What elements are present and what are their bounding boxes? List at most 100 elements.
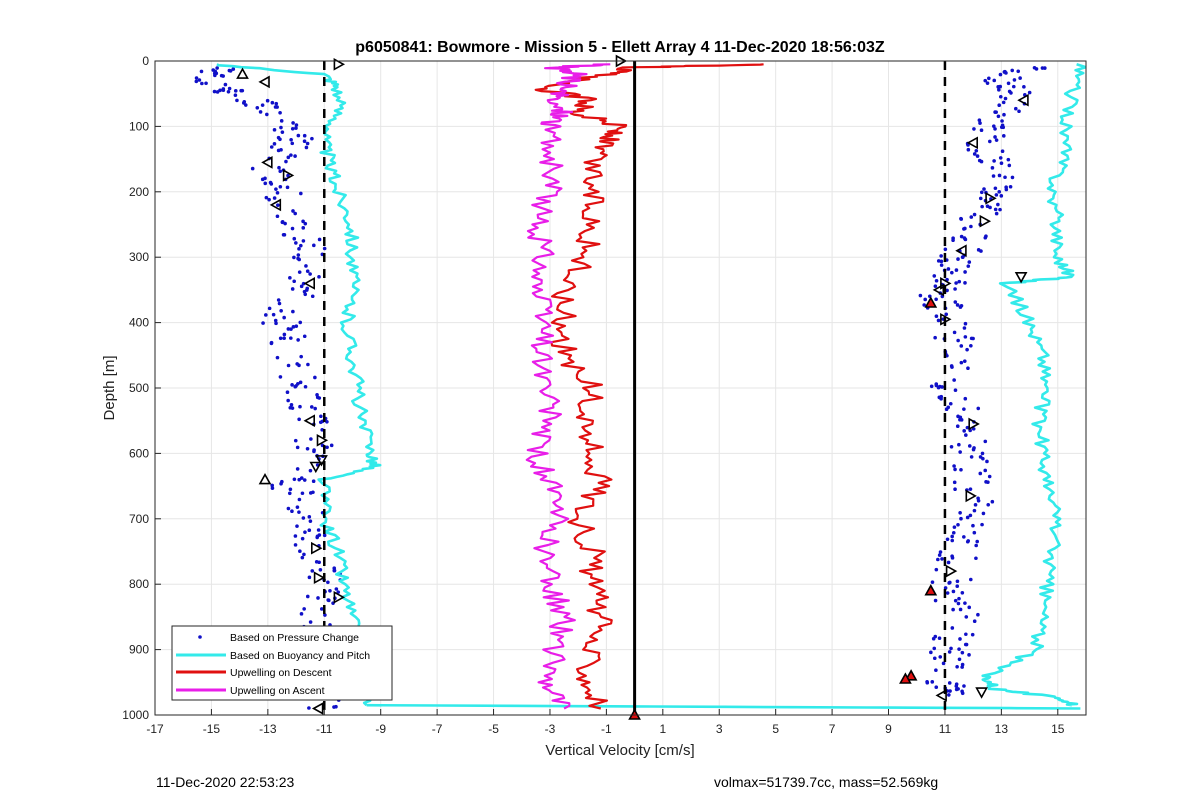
pressure-point bbox=[972, 152, 977, 156]
pressure-point bbox=[279, 308, 283, 313]
pressure-point bbox=[316, 528, 321, 532]
pressure-point bbox=[996, 114, 1001, 119]
x-tick-label: 9 bbox=[885, 722, 892, 736]
marker-triangle-left bbox=[303, 414, 316, 428]
pressure-point bbox=[952, 464, 956, 468]
pressure-point bbox=[269, 341, 274, 346]
series-upwelling-on-ascent bbox=[525, 63, 611, 710]
pressure-point bbox=[955, 584, 960, 588]
pressure-point bbox=[975, 539, 980, 544]
pressure-point bbox=[264, 313, 268, 317]
pressure-point bbox=[993, 135, 997, 139]
pressure-point bbox=[1003, 96, 1008, 101]
pressure-point bbox=[194, 79, 199, 84]
chart-title: p6050841: Bowmore - Mission 5 - Ellett A… bbox=[355, 39, 885, 56]
pressure-point bbox=[983, 439, 988, 444]
pressure-point bbox=[992, 78, 997, 83]
marker-triangle-left bbox=[303, 277, 316, 290]
pressure-point bbox=[280, 219, 285, 224]
pressure-point bbox=[959, 467, 963, 472]
pressure-point bbox=[328, 589, 332, 593]
pressure-point bbox=[937, 636, 942, 641]
pressure-point bbox=[932, 646, 937, 651]
pressure-point bbox=[1002, 112, 1006, 117]
pressure-point bbox=[286, 173, 290, 178]
pressure-point bbox=[267, 197, 271, 202]
pressure-point bbox=[960, 689, 964, 694]
pressure-point bbox=[972, 446, 976, 450]
pressure-point bbox=[959, 344, 964, 348]
pressure-point bbox=[994, 110, 998, 114]
pressure-point bbox=[992, 124, 996, 128]
pressure-point bbox=[264, 195, 269, 200]
pressure-point bbox=[272, 196, 277, 200]
pressure-point bbox=[960, 255, 965, 260]
pressure-point bbox=[260, 103, 265, 107]
pressure-point bbox=[1018, 76, 1022, 80]
pressure-point bbox=[950, 538, 955, 543]
pressure-point bbox=[270, 486, 275, 490]
pressure-point bbox=[962, 326, 967, 330]
pressure-point bbox=[998, 94, 1003, 99]
pressure-point bbox=[278, 169, 283, 174]
pressure-point bbox=[282, 315, 286, 320]
pressure-point bbox=[315, 393, 319, 397]
pressure-point bbox=[947, 681, 952, 685]
pressure-point bbox=[963, 642, 968, 647]
pressure-point bbox=[956, 338, 960, 343]
pressure-point bbox=[302, 607, 306, 611]
x-tick-label: 5 bbox=[772, 722, 779, 736]
pressure-point bbox=[302, 552, 306, 557]
pressure-point bbox=[265, 112, 269, 117]
pressure-point bbox=[966, 366, 970, 371]
pressure-point bbox=[985, 81, 990, 85]
pressure-point bbox=[997, 190, 1002, 194]
pressure-point bbox=[1016, 69, 1021, 74]
pressure-point bbox=[1013, 106, 1018, 111]
pressure-point bbox=[299, 476, 304, 480]
pressure-point bbox=[269, 145, 274, 149]
pressure-point bbox=[291, 309, 295, 314]
pressure-point bbox=[255, 105, 260, 110]
x-tick-label: 1 bbox=[659, 722, 666, 736]
marker-triangle-right bbox=[945, 564, 958, 578]
pressure-point bbox=[993, 186, 998, 191]
marker-triangle-down bbox=[975, 687, 988, 699]
pressure-point bbox=[294, 324, 299, 328]
pressure-point bbox=[304, 264, 308, 268]
pressure-point bbox=[939, 263, 944, 267]
pressure-point bbox=[988, 139, 992, 144]
pressure-point bbox=[290, 287, 295, 291]
x-tick-label: -11 bbox=[316, 722, 333, 736]
pressure-point bbox=[956, 522, 960, 527]
pressure-point bbox=[987, 474, 992, 479]
pressure-point bbox=[270, 483, 275, 488]
pressure-point bbox=[964, 433, 968, 437]
pressure-point bbox=[966, 264, 971, 268]
pressure-point bbox=[944, 312, 949, 317]
x-tick-label: 7 bbox=[829, 722, 836, 736]
pressure-point bbox=[968, 513, 973, 518]
pressure-point bbox=[976, 498, 981, 503]
pressure-point bbox=[963, 601, 967, 605]
pressure-point bbox=[233, 89, 238, 93]
pressure-point bbox=[322, 246, 327, 251]
pressure-point bbox=[290, 509, 294, 513]
pressure-point bbox=[978, 471, 983, 476]
marker-triangle-left bbox=[955, 244, 967, 258]
pressure-point bbox=[953, 598, 958, 603]
pressure-point bbox=[997, 88, 1001, 92]
pressure-point bbox=[968, 487, 973, 491]
pressure-point bbox=[957, 596, 961, 601]
pressure-point bbox=[954, 268, 959, 272]
pressure-point bbox=[993, 207, 998, 212]
pressure-point bbox=[271, 312, 276, 317]
pressure-point bbox=[285, 390, 290, 395]
pressure-point bbox=[939, 259, 944, 264]
pressure-point bbox=[300, 555, 305, 560]
pressure-point bbox=[957, 657, 962, 662]
pressure-point bbox=[999, 125, 1004, 130]
pressure-point bbox=[332, 705, 336, 709]
legend-box bbox=[171, 625, 393, 701]
marker-triangle-right bbox=[965, 489, 977, 503]
